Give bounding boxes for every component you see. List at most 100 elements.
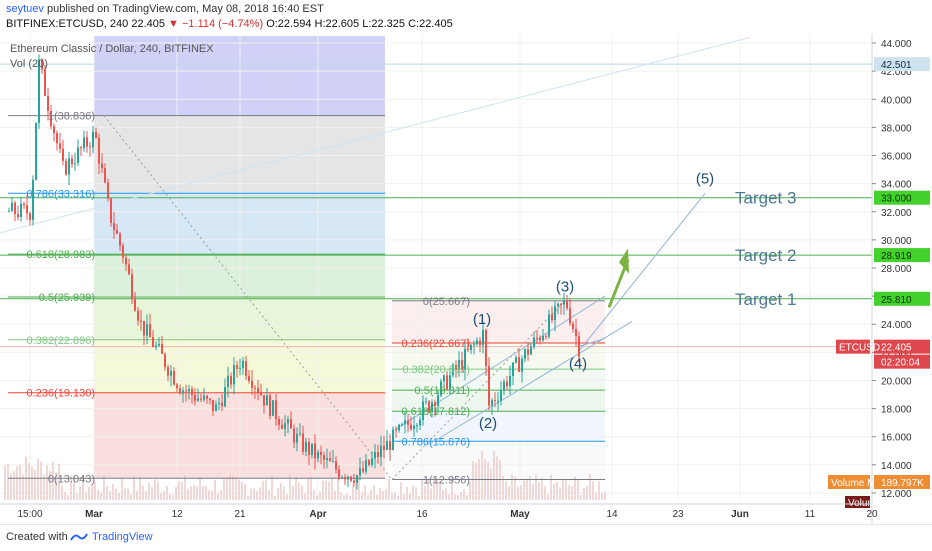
volume-bar <box>448 494 450 500</box>
symbol-label[interactable]: BITFINEX:ETCUSD, 240 <box>6 18 129 30</box>
time-axis[interactable]: 15:00 Mar 12 21 Apr 16 May 14 23 Jun 11 20 <box>0 503 878 520</box>
volume-bar <box>577 480 579 500</box>
candle-body <box>119 233 121 246</box>
candle-body <box>266 395 268 406</box>
volume-bar <box>121 478 123 500</box>
candle-body <box>467 348 469 351</box>
projection-line <box>577 193 706 353</box>
candle-body <box>572 323 574 329</box>
candle-body <box>533 337 535 347</box>
wave-label: (2) <box>479 415 497 432</box>
candle-body <box>47 95 49 112</box>
price-chart[interactable]: 1(38.836) 0.786(33.316) 0.618(28.983) 0.5(2… <box>0 34 932 524</box>
volume-bar <box>31 466 33 500</box>
candle-body <box>302 433 304 452</box>
volume-bar <box>469 482 471 500</box>
candle-body <box>191 388 193 395</box>
candle-body <box>341 477 343 479</box>
fib-level-label: 0.5(25.939) <box>39 292 95 304</box>
target-price-tag-bg <box>874 248 930 263</box>
candle-body <box>395 429 397 431</box>
candle-body <box>236 365 238 369</box>
volume-bar <box>322 480 324 500</box>
volume-bar <box>70 475 72 500</box>
chart-labels: 1(38.836) 0.786(33.316) 0.618(28.983) 0.5(2… <box>27 111 797 487</box>
candle-body <box>368 459 370 465</box>
candle-body <box>503 381 505 391</box>
y-tick-label: 40.000 <box>881 95 912 106</box>
volume-bar <box>604 491 606 500</box>
volume-bar <box>403 494 405 500</box>
candle-body <box>521 358 523 372</box>
y-tick-label: 36.000 <box>881 152 912 163</box>
candle-body <box>212 399 214 412</box>
candle-body <box>491 400 493 406</box>
volume-bar <box>169 494 171 500</box>
volume-bar <box>67 494 69 500</box>
volume-bar <box>565 478 567 500</box>
volume-bar <box>79 486 81 500</box>
candle-body <box>338 469 340 478</box>
candle-body <box>257 387 259 394</box>
candle-body <box>29 213 31 220</box>
volume-bar <box>583 487 585 500</box>
candle-body <box>314 443 316 459</box>
y-tick-label: 20.000 <box>881 376 912 387</box>
candle-body <box>104 168 106 183</box>
volume-bar <box>10 473 12 500</box>
volume-bar <box>22 474 24 500</box>
candle-body <box>431 402 433 411</box>
tradingview-link[interactable]: TradingView <box>92 531 153 543</box>
candle-body <box>347 476 349 480</box>
volume-bar <box>202 486 204 500</box>
symbol-line: BITFINEX:ETCUSD, 240 22.405 ▼ −1.114 (−4… <box>6 18 453 30</box>
candle-body <box>407 420 409 425</box>
candle-body <box>353 480 355 483</box>
candle-body <box>530 346 532 355</box>
candle-body <box>449 375 451 390</box>
candle-body <box>260 393 262 396</box>
volume-ma-tag: Volume MA <box>831 478 882 489</box>
author-link[interactable]: seytuev <box>6 3 44 15</box>
candle-body <box>176 384 178 389</box>
symbol-tag-bg <box>836 339 870 354</box>
volume-bar <box>52 461 54 500</box>
y-tick-label: 30.000 <box>881 236 912 247</box>
volume-bar <box>262 480 264 500</box>
volume-bar <box>235 477 237 500</box>
volume-bar <box>595 492 597 500</box>
fib-diagonal <box>103 115 393 480</box>
volume-bar <box>388 478 390 500</box>
candle-body <box>269 395 271 416</box>
last-price-tag: 22.405 <box>881 343 912 354</box>
volume-bar <box>61 485 63 500</box>
projection-line <box>577 337 606 348</box>
x-tick-label: Jun <box>731 509 749 520</box>
volume-bar <box>493 451 495 500</box>
candle-body <box>386 440 388 450</box>
volume-bar <box>103 474 105 500</box>
volume-bar <box>439 481 441 500</box>
fib-level-label: 0.382(22.896) <box>27 335 96 347</box>
up-arrow-head <box>619 248 629 274</box>
candle-body <box>284 423 286 429</box>
volume-bar <box>283 486 285 500</box>
candle-body <box>392 429 394 450</box>
candle-body <box>71 158 73 165</box>
y-tick-label: 12.000 <box>881 489 912 500</box>
volume-bar <box>247 495 249 500</box>
volume-bar <box>49 470 51 500</box>
candle-body <box>401 424 403 426</box>
chart-area[interactable]: 1(38.836) 0.786(33.316) 0.618(28.983) 0.5(2… <box>0 34 932 524</box>
fib-zone <box>392 441 605 480</box>
x-tick-label: 11 <box>805 509 816 520</box>
volume-bar <box>106 486 108 500</box>
volume-bar <box>250 488 252 500</box>
volume-bar <box>286 494 288 500</box>
volume-bar <box>325 480 327 500</box>
candles <box>8 54 580 490</box>
volume-bar <box>544 486 546 500</box>
candle-body <box>167 367 169 376</box>
volume-bar <box>76 493 78 500</box>
price-axis[interactable]: 44.000 42.000 40.000 38.000 36.000 34.000 32.0… <box>828 34 932 524</box>
